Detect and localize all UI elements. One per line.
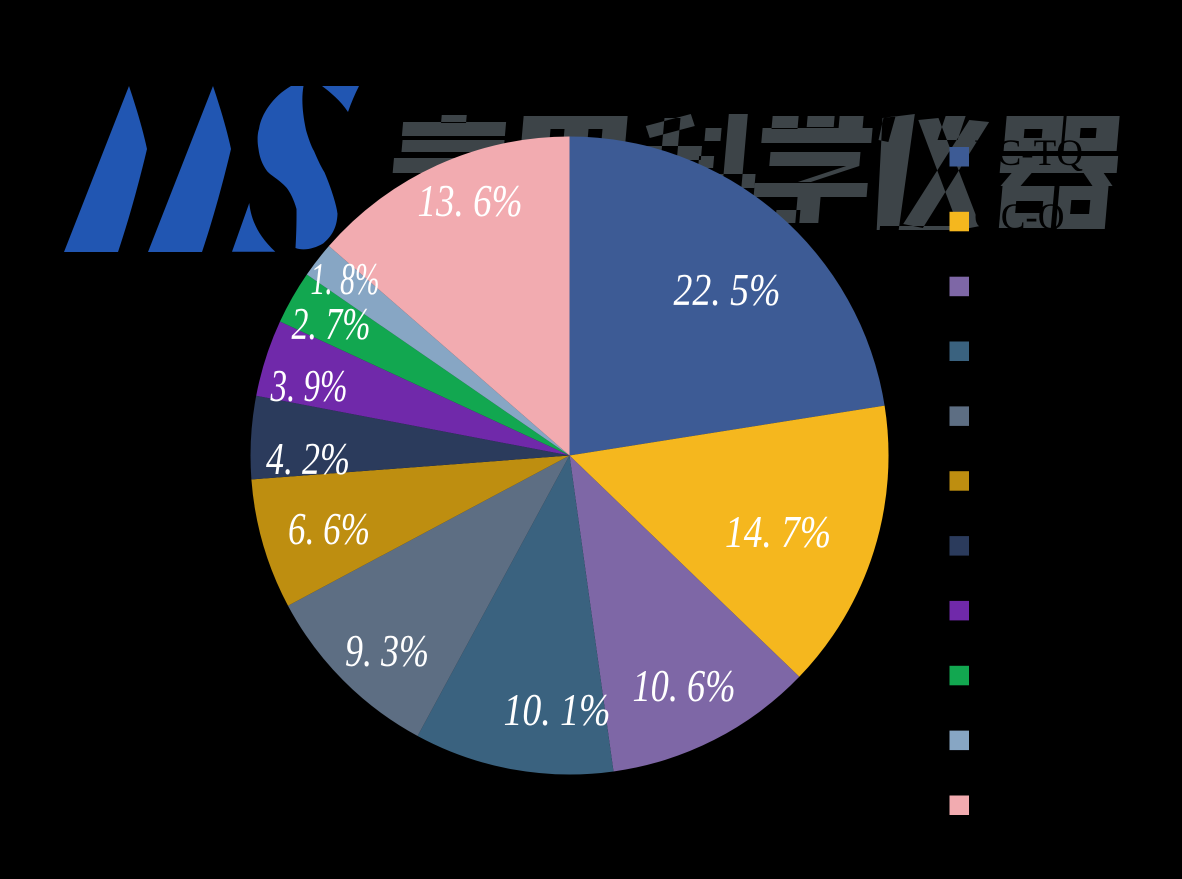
svg-text:14. 7%: 14. 7% xyxy=(725,507,831,557)
svg-text:10. 6%: 10. 6% xyxy=(633,661,736,711)
svg-text:4. 2%: 4. 2% xyxy=(266,434,350,484)
svg-text:GC-Q: GC-Q xyxy=(974,197,1065,238)
svg-text:1. 8%: 1. 8% xyxy=(311,254,380,304)
svg-text:13. 6%: 13. 6% xyxy=(418,176,523,226)
svg-text:22. 5%: 22. 5% xyxy=(674,265,781,315)
svg-text:LC-TQ: LC-TQ xyxy=(974,133,1083,174)
svg-text:6. 6%: 6. 6% xyxy=(288,504,370,554)
svg-text:3. 9%: 3. 9% xyxy=(270,361,348,411)
svg-text:9. 3%: 9. 3% xyxy=(345,626,429,676)
svg-text:10. 1%: 10. 1% xyxy=(504,685,611,735)
svg-text:2. 7%: 2. 7% xyxy=(292,299,371,349)
